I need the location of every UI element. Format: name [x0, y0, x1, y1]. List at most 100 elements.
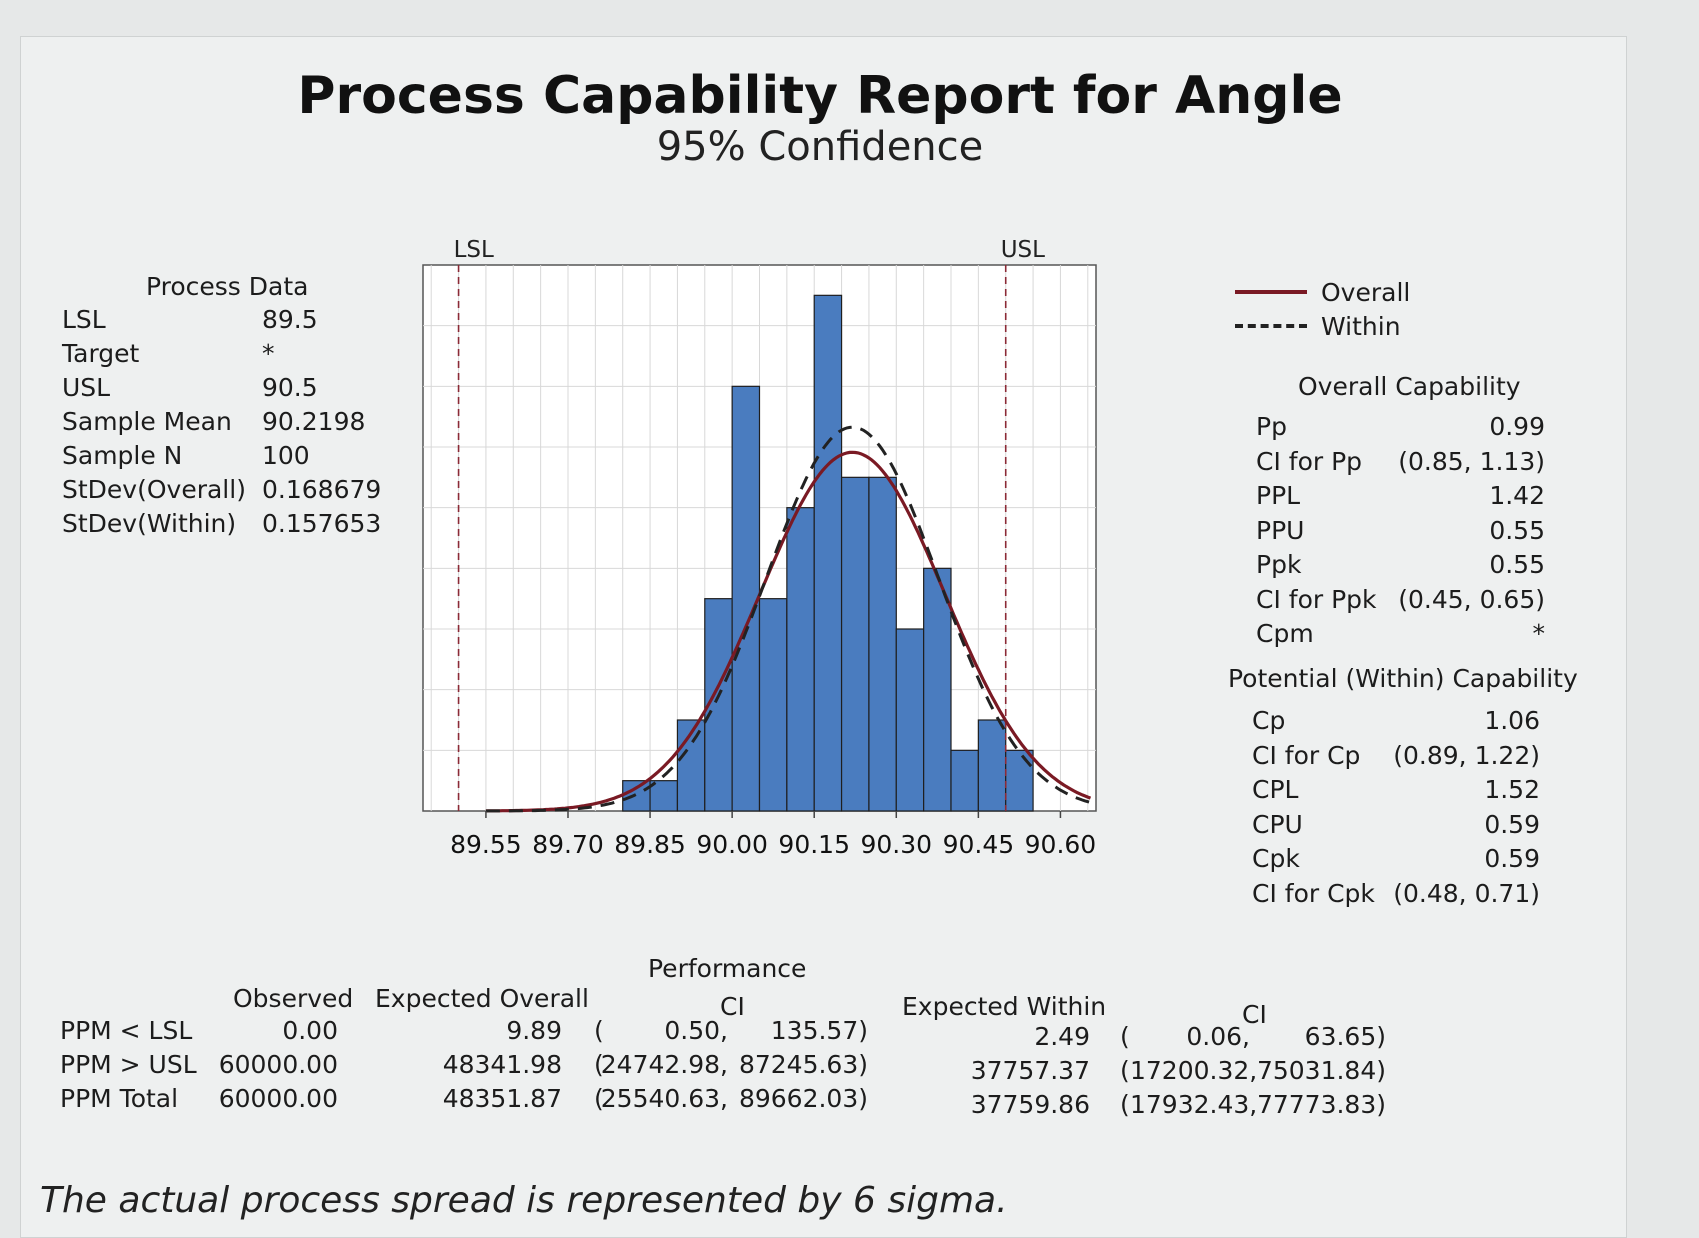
process-data-value: 89.5: [262, 305, 318, 334]
overall-capability-label: CI for Pp: [1256, 446, 1363, 476]
histogram-bar: [840, 476, 870, 812]
ci2-open-paren: (: [1120, 1090, 1130, 1119]
histogram-bar: [977, 719, 1007, 812]
ci2-open-paren: (: [1120, 1022, 1130, 1051]
process-data-label: StDev(Overall): [62, 475, 246, 504]
legend-swatch-within: [1235, 324, 1307, 328]
overall-capability-label: PPL: [1256, 481, 1301, 510]
process-data-label: LSL: [62, 305, 106, 334]
ppm-ci2-upper: 75031.84): [1256, 1056, 1386, 1085]
legend-item-within: Within: [1235, 309, 1410, 343]
overall-capability-label: Pp: [1256, 412, 1287, 441]
col-ci-header: CI: [720, 992, 745, 1021]
legend-item-overall: Overall: [1235, 275, 1410, 309]
process-data-value: 100: [262, 441, 310, 470]
overall-capability-value: (0.85, 1.13): [1398, 446, 1545, 476]
ppm-ci-lower: 25540.63,: [600, 1084, 728, 1113]
potential-capability-label: CPL: [1252, 775, 1299, 804]
histogram-bar: [758, 598, 788, 812]
process-data-value: 0.157653: [262, 509, 382, 538]
overall-capability-value: 0.99: [1489, 412, 1545, 441]
histogram-bar: [649, 780, 679, 812]
ci2-open-paren: (: [1120, 1056, 1130, 1085]
ppm-expected-overall: 48351.87: [442, 1084, 562, 1113]
potential-capability-label: CI for Cp: [1252, 740, 1361, 770]
ppm-row-label: PPM Total: [60, 1084, 179, 1113]
ppm-ci-upper: 135.57): [770, 1016, 868, 1045]
process-data-heading: Process Data: [146, 272, 309, 301]
performance-heading: Performance: [648, 954, 807, 983]
histogram-bar: [895, 628, 925, 812]
process-data-label: StDev(Within): [62, 509, 237, 538]
process-data-label: USL: [62, 373, 111, 402]
ppm-row-label: PPM < LSL: [60, 1016, 193, 1045]
process-data-value: *: [262, 339, 275, 368]
footnote: The actual process spread is represented…: [40, 1180, 1008, 1221]
potential-capability-value: 1.06: [1484, 706, 1540, 735]
x-tick-label: 90.45: [943, 830, 1015, 859]
overall-capability-label: Ppk: [1256, 550, 1302, 579]
ppm-observed: 0.00: [282, 1016, 338, 1045]
potential-capability-label: Cp: [1252, 706, 1286, 735]
report-subtitle: 95% Confidence: [656, 124, 984, 170]
potential-capability-heading: Potential (Within) Capability: [1228, 664, 1578, 693]
overall-capability-label: PPU: [1256, 515, 1305, 545]
overall-capability-value: 1.42: [1489, 481, 1545, 510]
ppm-ci-lower: 24742.98,: [600, 1050, 728, 1079]
col-observed-header: Observed: [233, 984, 354, 1013]
spec-limit-label-lsl: LSL: [454, 237, 494, 263]
histogram-bar: [786, 507, 815, 812]
col-expected-within-header: Expected Within: [902, 992, 1107, 1021]
col-ci2-header: CI: [1242, 1000, 1267, 1029]
ppm-ci2-lower: 17200.32,: [1130, 1056, 1258, 1085]
x-tick-label: 90.60: [1025, 830, 1097, 859]
legend-swatch-overall: [1235, 290, 1307, 294]
process-data-label: Sample Mean: [62, 407, 232, 436]
ppm-expected-within: 37759.86: [970, 1090, 1090, 1119]
ci-open-paren: (: [594, 1016, 604, 1045]
histogram-bar: [813, 294, 843, 812]
histogram-bar: [923, 567, 952, 812]
x-tick-label: 90.15: [778, 830, 850, 859]
ci-open-paren: (: [594, 1084, 604, 1113]
overall-capability-value: 0.55: [1489, 515, 1545, 545]
ci-open-paren: (: [594, 1050, 604, 1079]
curve-overall: [485, 450, 1092, 813]
overall-capability-value: *: [1532, 619, 1546, 648]
x-tick-label: 90.00: [696, 830, 768, 859]
ppm-ci-lower: 0.50,: [664, 1016, 728, 1045]
capability-histogram: LSL USL 89.55 89.70 89.85 90.00 90.15 90.30 90.4…: [422, 237, 1097, 859]
legend: Overall Within: [1235, 275, 1410, 343]
ppm-expected-overall: 9.89: [506, 1016, 562, 1045]
potential-capability-value: 0.59: [1484, 809, 1540, 839]
x-tick-label: 89.55: [450, 830, 522, 859]
potential-capability-value: 1.52: [1484, 775, 1540, 804]
ppm-ci2-lower: 0.06,: [1186, 1022, 1250, 1051]
ppm-row-label: PPM > USL: [60, 1050, 197, 1079]
legend-label-overall: Overall: [1321, 277, 1411, 307]
overall-capability-heading: Overall Capability: [1298, 372, 1521, 401]
overall-capability-label: CI for Ppk: [1256, 584, 1377, 614]
report-title: Process Capability Report for Angle: [297, 66, 1343, 126]
overall-capability-value: (0.45, 0.65): [1398, 584, 1545, 614]
histogram-bar: [868, 476, 897, 812]
ppm-expected-within: 37757.37: [970, 1056, 1090, 1085]
potential-capability-label: Cpk: [1252, 844, 1300, 873]
process-data-label: Sample N: [62, 441, 183, 470]
histogram-bar: [731, 385, 761, 812]
overall-capability-value: 0.55: [1489, 550, 1545, 579]
potential-capability-value: 0.59: [1484, 844, 1540, 873]
ppm-ci2-upper: 77773.83): [1256, 1090, 1386, 1119]
potential-capability-label: CI for Cpk: [1252, 878, 1375, 908]
ppm-ci2-upper: 63.65): [1304, 1022, 1386, 1051]
ppm-observed: 60000.00: [218, 1084, 338, 1113]
ppm-expected-overall: 48341.98: [442, 1050, 562, 1079]
ppm-expected-within: 2.49: [1034, 1022, 1090, 1051]
spec-limit-label-usl: USL: [1001, 237, 1045, 263]
ppm-ci-upper: 89662.03): [738, 1084, 868, 1113]
histogram-bar: [1005, 749, 1034, 812]
x-tick-label: 89.85: [614, 830, 686, 859]
process-data-value: 0.168679: [262, 475, 382, 504]
x-tick-label: 90.30: [860, 830, 932, 859]
ppm-observed: 60000.00: [218, 1050, 338, 1079]
